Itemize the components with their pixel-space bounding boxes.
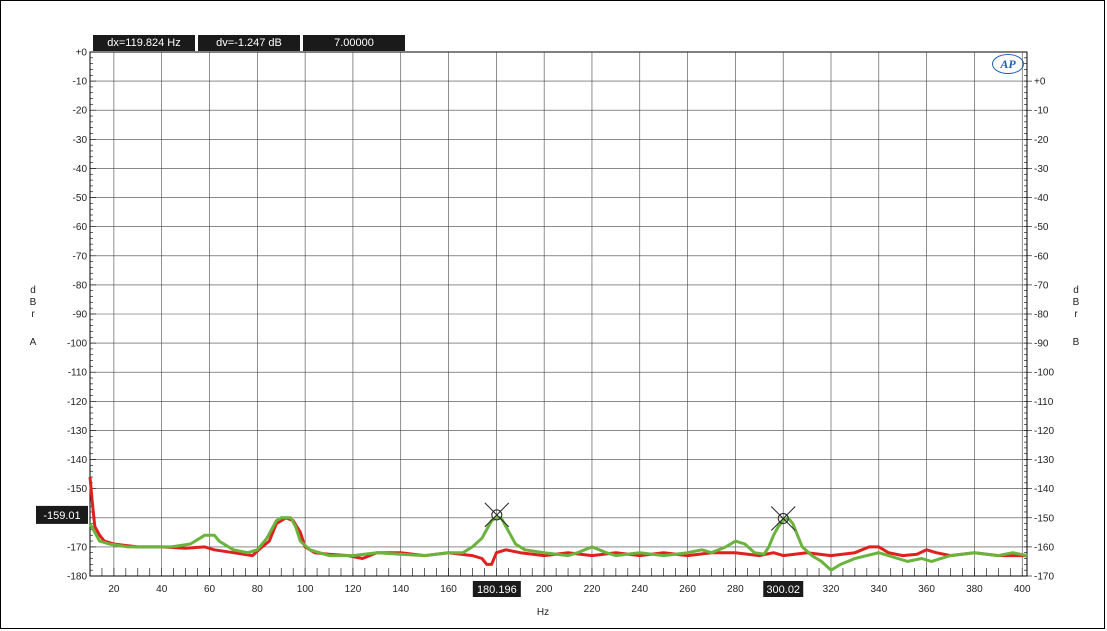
y-left-tick-label: -180	[67, 572, 87, 583]
dv-readout: dv=-1.247 dB	[198, 35, 300, 51]
y-right-tick-label: -40	[1034, 193, 1049, 204]
y-left-tick-label: -10	[73, 77, 88, 88]
right-axis-title-r: r	[1074, 309, 1078, 320]
y-left-tick-label: -150	[67, 484, 87, 495]
y-left-tick-label: -100	[67, 339, 87, 350]
y-left-tick-label: -170	[67, 542, 87, 553]
cursor-marker	[770, 506, 796, 531]
x-tick-label: 240	[631, 584, 648, 595]
x-tick-label: 80	[252, 584, 264, 595]
cursor-layer: -159.01 180.196 300.02	[36, 505, 804, 597]
y-right-tick-label: -120	[1034, 426, 1054, 437]
y-left-tick-label: -40	[73, 164, 88, 175]
y-left-tick-label: -110	[68, 368, 88, 379]
x2-cursor-box	[763, 581, 804, 597]
x-tick-label: 120	[345, 584, 362, 595]
y-left-tick-label: -60	[73, 222, 88, 233]
x-tick-label: 60	[204, 584, 216, 595]
right-axis-title-d: d	[1073, 285, 1079, 296]
x1-cursor-box	[472, 581, 521, 597]
right-axis-channel: B	[1073, 337, 1080, 348]
y-cursor-readout: -159.01	[43, 510, 80, 522]
x-axis: 2040608010012014016018020022024026028030…	[89, 568, 1031, 595]
y-left-tick-label: -140	[67, 455, 87, 466]
y-right-tick-label: -10	[1034, 106, 1049, 117]
y-left-tick-label: -130	[67, 426, 87, 437]
x-tick-label: 360	[918, 584, 935, 595]
y-right-tick-label: -90	[1034, 339, 1049, 350]
y-left-tick-label: +0	[76, 48, 88, 59]
y-right-tick-label: -130	[1034, 455, 1054, 466]
x-tick-label: 380	[966, 584, 983, 595]
y-right-tick-label: -170	[1034, 572, 1054, 583]
y-right-tick-label: -80	[1034, 310, 1049, 321]
y-right-tick-label: -50	[1034, 222, 1049, 233]
left-axis-title-b: B	[30, 297, 37, 308]
x-tick-label: 200	[536, 584, 553, 595]
y-right-tick-label: -140	[1034, 484, 1054, 495]
left-axis-title-r: r	[31, 309, 35, 320]
marker-circle	[491, 509, 503, 521]
x-tick-label: 340	[870, 584, 887, 595]
y-right-tick-label: -160	[1034, 542, 1054, 553]
y-right-tick-label: -150	[1034, 513, 1054, 524]
x-tick-label: 280	[727, 584, 744, 595]
marker-circle	[777, 513, 789, 525]
x-tick-label: 260	[679, 584, 696, 595]
x-tick-label: 320	[823, 584, 840, 595]
x-axis-title: Hz	[537, 607, 549, 618]
right-axis: +0 -10 -20 -30 -40 -50 -60 -70 -80 -90 -100 -110 -12…	[1024, 51, 1054, 583]
x1-cursor-readout: 180.196	[477, 584, 517, 596]
left-axis-channel: A	[30, 337, 37, 348]
marker-layer	[484, 502, 796, 531]
right-axis-title-b: B	[1073, 297, 1080, 308]
y-cursor-box	[36, 505, 88, 524]
series-red-line	[88, 476, 1027, 566]
series-green-line	[88, 516, 1028, 572]
value-readout: 7.00000	[303, 35, 405, 51]
y-left-tick-label: -80	[73, 280, 88, 291]
x-tick-label: 220	[584, 584, 601, 595]
grid	[89, 51, 1028, 577]
x2-cursor-readout: 300.02	[766, 584, 800, 596]
x-tick-label: 400	[1014, 584, 1031, 595]
y-left-tick-label: -70	[73, 251, 88, 262]
y-left-tick-label: -30	[73, 135, 88, 146]
left-axis-title-d: d	[30, 285, 36, 296]
x-tick-label: 160	[440, 584, 457, 595]
y-left-tick-label: -90	[73, 310, 88, 321]
y-right-tick-label: -70	[1034, 280, 1049, 291]
dx-readout: dx=119.824 Hz	[93, 35, 195, 51]
left-axis: +0 -10 -20 -30 -40 -50 -60 -70 -80 -90 -100 -110 -12…	[67, 48, 96, 583]
x-tick-label: 20	[108, 584, 120, 595]
y-right-tick-label: -30	[1034, 164, 1049, 175]
y-right-tick-label: -110	[1034, 397, 1054, 408]
y-right-tick-label: -20	[1034, 135, 1049, 146]
marker-cross-b	[770, 506, 796, 531]
y-left-tick-label: -20	[73, 106, 88, 117]
x-tick-label: 40	[156, 584, 168, 595]
left-axis-title: d B r A	[30, 285, 37, 348]
ap-logo: AP	[992, 54, 1024, 74]
series-layer	[88, 476, 1028, 572]
y-right-tick-label: +0	[1034, 77, 1046, 88]
x-tick-label: 100	[297, 584, 314, 595]
y-left-tick-label: -120	[67, 397, 87, 408]
marker-cross-b	[484, 502, 510, 528]
cursor-marker	[484, 502, 510, 528]
y-right-tick-label: -60	[1034, 251, 1049, 262]
x-tick-label: 140	[392, 584, 409, 595]
y-right-tick-label: -100	[1034, 368, 1054, 379]
y-left-tick-label: -50	[73, 193, 88, 204]
right-axis-title: d B r B	[1073, 285, 1080, 348]
